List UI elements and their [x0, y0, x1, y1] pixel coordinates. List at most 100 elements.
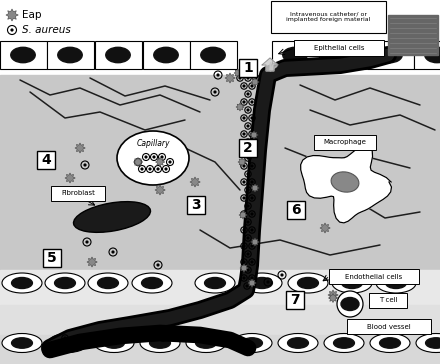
Ellipse shape — [283, 47, 307, 63]
Ellipse shape — [11, 47, 35, 63]
Ellipse shape — [425, 47, 440, 63]
Circle shape — [247, 109, 249, 111]
Polygon shape — [240, 264, 248, 272]
Circle shape — [247, 141, 249, 143]
Circle shape — [149, 168, 151, 170]
Circle shape — [243, 213, 245, 215]
Text: Intravenous catheter/ or
implanted foreign material: Intravenous catheter/ or implanted forei… — [286, 12, 370, 23]
Circle shape — [247, 237, 249, 239]
Ellipse shape — [103, 338, 125, 348]
Ellipse shape — [330, 47, 354, 63]
Polygon shape — [251, 238, 259, 246]
FancyBboxPatch shape — [294, 40, 384, 56]
Circle shape — [251, 133, 253, 135]
Circle shape — [243, 277, 245, 279]
Ellipse shape — [252, 277, 272, 289]
Circle shape — [239, 77, 241, 79]
Circle shape — [243, 69, 245, 71]
Ellipse shape — [45, 273, 85, 293]
Polygon shape — [248, 279, 256, 287]
Ellipse shape — [154, 47, 178, 63]
Circle shape — [251, 101, 253, 103]
Circle shape — [251, 149, 253, 151]
FancyBboxPatch shape — [329, 269, 419, 284]
Circle shape — [243, 165, 245, 167]
Circle shape — [162, 337, 164, 339]
Polygon shape — [234, 69, 242, 77]
Ellipse shape — [88, 273, 128, 293]
Ellipse shape — [385, 277, 407, 289]
Circle shape — [337, 291, 363, 317]
Bar — [414, 41, 440, 69]
Circle shape — [165, 168, 167, 170]
Polygon shape — [239, 211, 247, 219]
Circle shape — [243, 229, 245, 231]
Ellipse shape — [378, 47, 402, 63]
Circle shape — [92, 337, 94, 339]
Circle shape — [251, 165, 253, 167]
Text: Blood vessel: Blood vessel — [367, 324, 411, 330]
Circle shape — [251, 213, 253, 215]
Ellipse shape — [2, 333, 42, 352]
Bar — [388, 15, 438, 55]
Ellipse shape — [48, 333, 88, 352]
Text: T cell: T cell — [379, 297, 397, 303]
Circle shape — [243, 149, 245, 151]
Circle shape — [251, 181, 253, 183]
Circle shape — [243, 181, 245, 183]
Polygon shape — [155, 185, 165, 195]
Circle shape — [251, 229, 253, 231]
Ellipse shape — [376, 273, 416, 293]
Circle shape — [112, 251, 114, 253]
Circle shape — [243, 133, 245, 135]
Circle shape — [232, 337, 234, 339]
Ellipse shape — [106, 47, 130, 63]
Text: Fibroblast: Fibroblast — [61, 190, 95, 196]
Circle shape — [251, 261, 253, 263]
Polygon shape — [238, 158, 246, 166]
Polygon shape — [301, 146, 392, 223]
Polygon shape — [262, 58, 278, 71]
Text: 3: 3 — [191, 198, 201, 212]
Circle shape — [137, 161, 139, 163]
Bar — [0, 335, 440, 364]
Ellipse shape — [94, 333, 134, 352]
Circle shape — [243, 117, 245, 119]
FancyBboxPatch shape — [286, 291, 304, 309]
Circle shape — [243, 197, 245, 199]
Ellipse shape — [117, 131, 189, 185]
Circle shape — [134, 337, 136, 339]
Circle shape — [247, 269, 249, 271]
Text: Capillary: Capillary — [136, 139, 170, 149]
Ellipse shape — [341, 277, 363, 289]
Ellipse shape — [196, 338, 216, 348]
Circle shape — [218, 337, 220, 339]
Polygon shape — [328, 290, 338, 300]
Circle shape — [153, 156, 155, 158]
Circle shape — [64, 337, 66, 339]
Bar — [95, 41, 142, 69]
Bar — [190, 41, 237, 69]
Polygon shape — [190, 177, 200, 187]
Circle shape — [255, 77, 257, 79]
Circle shape — [169, 161, 171, 163]
Ellipse shape — [58, 47, 82, 63]
Circle shape — [161, 156, 163, 158]
Ellipse shape — [11, 338, 33, 348]
Ellipse shape — [11, 277, 33, 289]
Circle shape — [247, 77, 249, 79]
Text: Epithelial cells: Epithelial cells — [314, 45, 364, 51]
Bar — [0, 0, 440, 75]
Circle shape — [281, 274, 283, 276]
Ellipse shape — [334, 338, 354, 348]
Bar — [271, 41, 319, 69]
FancyBboxPatch shape — [43, 249, 61, 267]
Circle shape — [157, 264, 159, 266]
Bar — [47, 41, 94, 69]
Text: 2: 2 — [243, 141, 253, 155]
Circle shape — [190, 337, 192, 339]
Circle shape — [247, 157, 249, 159]
Ellipse shape — [416, 333, 440, 352]
Ellipse shape — [195, 273, 235, 293]
Bar — [0, 41, 47, 69]
